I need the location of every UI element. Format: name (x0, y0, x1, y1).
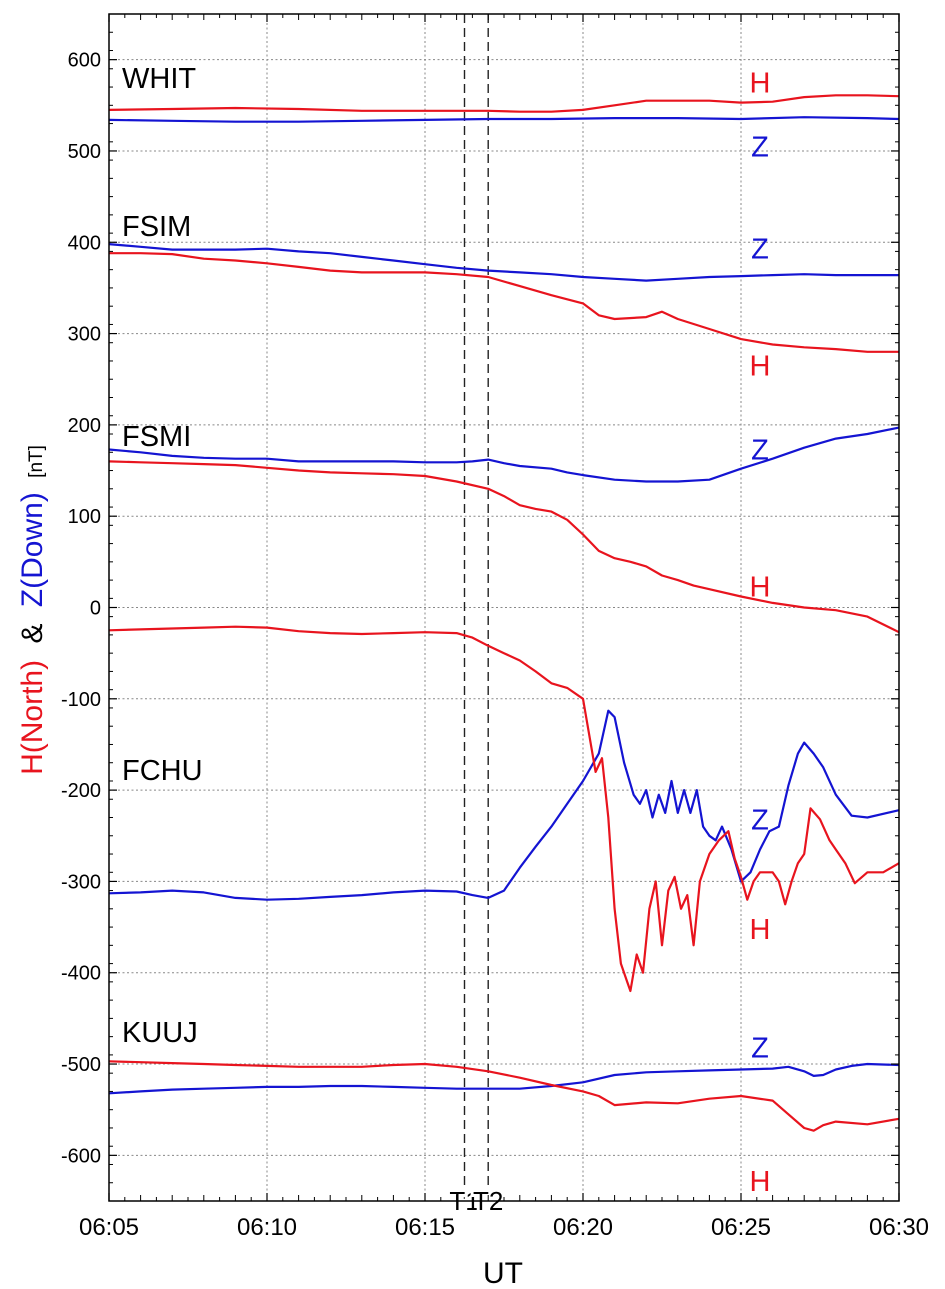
whit-z-series (108, 116, 900, 123)
y-tick-label: -400 (61, 963, 101, 985)
x-tick-label: 06:10 (237, 1214, 297, 1241)
fsim-h-label: H (750, 351, 771, 383)
kuuj-h-label: H (750, 1166, 771, 1198)
fchu-z-label: Z (751, 804, 769, 836)
fsmi-h-series (108, 460, 900, 634)
fchu-z-series (108, 709, 900, 901)
y-tick-label: 300 (68, 324, 101, 346)
fchu-h-label: H (750, 914, 771, 946)
fsim-z-series (108, 243, 899, 282)
fsmi-z-label: Z (751, 435, 769, 467)
y-tick-label: -200 (61, 780, 101, 802)
y-tick-label: -100 (61, 689, 101, 711)
y-tick-label: 500 (68, 141, 101, 163)
x-tick-label: 06:25 (711, 1214, 771, 1241)
y-axis-title-unit: [nT] (26, 445, 47, 478)
kuuj-z-series (108, 1062, 900, 1095)
y-axis-title-z: Z(Down) (16, 492, 49, 607)
y-tick-label: -300 (61, 871, 101, 893)
station-label-fchu: FCHU (122, 755, 203, 787)
y-axis-title-h: H(North) (16, 660, 49, 775)
y-tick-label: -600 (61, 1145, 101, 1167)
y-tick-label: -500 (61, 1054, 101, 1076)
y-axis-title: H(North) & Z(Down) [nT] (16, 445, 49, 775)
y-tick-label: 0 (90, 598, 101, 620)
y-tick-label: 200 (68, 415, 101, 437)
x-tick-label: 06:30 (869, 1214, 929, 1241)
fsmi-h-label: H (750, 571, 771, 603)
fchu-h-series (108, 625, 900, 993)
whit-h-label: H (750, 67, 771, 99)
grid-lines (108, 14, 900, 1201)
x-tick-label: 06:05 (79, 1214, 139, 1241)
axis-ticks: 600 500 400 300 200 100 0 -100 -200 -300 -400 -500 -… (61, 13, 929, 1241)
x-tick-label: 06:20 (553, 1214, 613, 1241)
kuuj-h-series (108, 1060, 900, 1132)
whit-h-series (108, 94, 900, 113)
y-tick-label: 100 (68, 506, 101, 528)
y-tick-label: 400 (68, 232, 101, 254)
y-tick-label: 600 (68, 50, 101, 72)
x-tick-label: 06:15 (395, 1214, 455, 1241)
whit-z-label: Z (751, 131, 769, 163)
kuuj-z-label: Z (751, 1033, 769, 1065)
station-label-fsmi: FSMI (122, 421, 191, 453)
fsim-h-series (109, 252, 899, 353)
station-label-fsim: FSIM (122, 211, 191, 243)
station-label-kuuj: KUUJ (122, 1017, 198, 1049)
station-label-whit: WHIT (122, 63, 196, 95)
fsmi-z-series (108, 426, 900, 483)
fsim-z-label: Z (751, 234, 769, 266)
data-series (108, 94, 900, 1132)
x-axis-title: UT (483, 1257, 523, 1289)
y-axis-title-amp: & (16, 624, 49, 644)
